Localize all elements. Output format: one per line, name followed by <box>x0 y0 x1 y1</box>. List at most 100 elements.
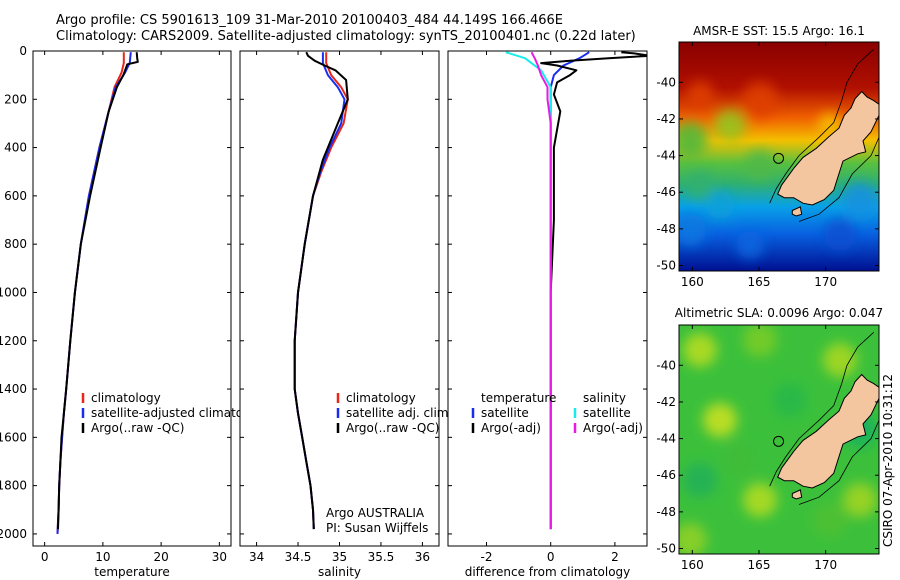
x-tick-label: -2 <box>481 550 493 564</box>
x-tick-label: 34 <box>249 550 264 564</box>
temperature-plot-frame <box>32 50 232 547</box>
lat-tick-label: -40 <box>656 75 676 89</box>
x-tick-label: 2 <box>611 550 619 564</box>
lon-tick-label: 170 <box>814 558 837 572</box>
lat-tick-label: -42 <box>656 395 676 409</box>
lon-tick-label: 160 <box>681 275 704 289</box>
y-tick-label: 200 <box>4 92 27 106</box>
sla-blob <box>679 523 707 554</box>
sla-blob <box>683 463 717 497</box>
legend-label: satellite-adjusted climatology <box>91 406 269 420</box>
depth-contour <box>798 420 879 505</box>
lat-tick-label: -44 <box>656 432 676 446</box>
x-tick-label: 20 <box>153 550 168 564</box>
series-line-argo <box>293 51 349 530</box>
legend-title-temperature: temperature <box>481 391 556 405</box>
sla-blob <box>743 483 777 517</box>
lon-tick-label: 165 <box>748 558 771 572</box>
lat-tick-label: -42 <box>656 112 676 126</box>
series-line-salinity_argo <box>530 51 552 530</box>
legend-label: Argo(-adj) <box>481 421 541 435</box>
climatology-subtitle: Climatology: CARS2009. Satellite-adjuste… <box>56 29 636 44</box>
sst-blob <box>842 182 878 218</box>
stewart-island-land <box>791 489 803 500</box>
series-line-argo <box>57 52 139 530</box>
lat-tick-label: -48 <box>656 222 676 236</box>
x-axis-label: difference from climatology <box>465 565 631 579</box>
argo-location-marker <box>773 152 785 164</box>
sst-texture <box>679 81 878 259</box>
x-tick-label: 10 <box>95 550 110 564</box>
sst-field <box>679 42 879 271</box>
argo-location-marker <box>773 435 785 447</box>
sst-blob <box>714 109 746 141</box>
lat-tick-label: -46 <box>656 185 676 199</box>
lat-tick-label: -50 <box>656 259 676 273</box>
y-tick-label: 1400 <box>0 382 27 396</box>
series-group <box>293 51 349 530</box>
sst-blob <box>679 214 706 246</box>
depth-contour <box>798 137 879 222</box>
sst-blob <box>745 150 775 180</box>
sla-blob <box>703 403 737 437</box>
sla-map-title: Altimetric SLA: 0.0096 Argo: 0.047 <box>675 306 883 320</box>
legend-label: climatology <box>346 391 416 405</box>
lat-tick-label: -40 <box>656 358 676 372</box>
legend-label: satellite <box>583 406 631 420</box>
y-tick-label: 0 <box>19 44 27 58</box>
profile-title: Argo profile: CS 5901613_109 31-Mar-2010… <box>56 13 564 28</box>
south-island-land <box>777 90 879 206</box>
sla-blob <box>823 343 857 377</box>
x-axis-label: salinity <box>318 565 361 579</box>
y-tick-label: 400 <box>4 141 27 155</box>
legend-label: Argo(..raw -QC) <box>346 421 439 435</box>
lat-tick-label: -48 <box>656 505 676 519</box>
credit-timestamp: CSIRO 07-Apr-2010 10:31:12 <box>881 374 895 547</box>
x-tick-label: 34.5 <box>285 550 312 564</box>
legend-label: satellite <box>481 406 529 420</box>
y-tick-label: 2000 <box>0 527 27 541</box>
sst-blob <box>824 219 856 251</box>
sst-blob <box>686 171 714 199</box>
sst-map-frame <box>678 41 880 272</box>
sst-blob <box>686 81 714 109</box>
south-island-land <box>777 373 879 489</box>
difference-plot-frame <box>447 50 648 547</box>
lat-tick-label: -46 <box>656 468 676 482</box>
series-group <box>505 51 647 530</box>
x-tick-label: 35 <box>332 550 347 564</box>
x-tick-label: 30 <box>212 550 227 564</box>
legend-label: satellite adj. clim. <box>346 406 452 420</box>
sst-map-title: AMSR-E SST: 15.5 Argo: 16.1 <box>693 24 865 38</box>
legend-label: Argo(-adj) <box>583 421 643 435</box>
sst-blob <box>736 231 764 259</box>
x-tick-label: 0 <box>41 550 49 564</box>
legend-label: Argo(..raw -QC) <box>91 421 184 435</box>
legend-title-salinity: salinity <box>583 391 626 405</box>
lat-tick-label: -50 <box>656 542 676 556</box>
depth-contour <box>769 49 874 204</box>
sla-blob <box>773 383 807 417</box>
operator-annotation: Argo AUSTRALIA <box>326 506 425 520</box>
sla-blob <box>723 443 757 477</box>
depth-contour <box>769 332 874 487</box>
sla-blob <box>843 483 877 517</box>
sst-blob <box>742 82 778 118</box>
sla-blob <box>743 325 777 357</box>
lon-tick-label: 160 <box>681 558 704 572</box>
y-tick-label: 600 <box>4 189 27 203</box>
sst-blob <box>706 191 734 219</box>
lat-tick-label: -44 <box>656 149 676 163</box>
x-tick-label: 0 <box>547 550 555 564</box>
y-tick-label: 1600 <box>0 430 27 444</box>
stewart-island-land <box>791 206 803 217</box>
y-tick-label: 1000 <box>0 285 27 299</box>
lon-tick-label: 165 <box>748 275 771 289</box>
y-tick-label: 1800 <box>0 479 27 493</box>
y-tick-label: 1200 <box>0 334 27 348</box>
